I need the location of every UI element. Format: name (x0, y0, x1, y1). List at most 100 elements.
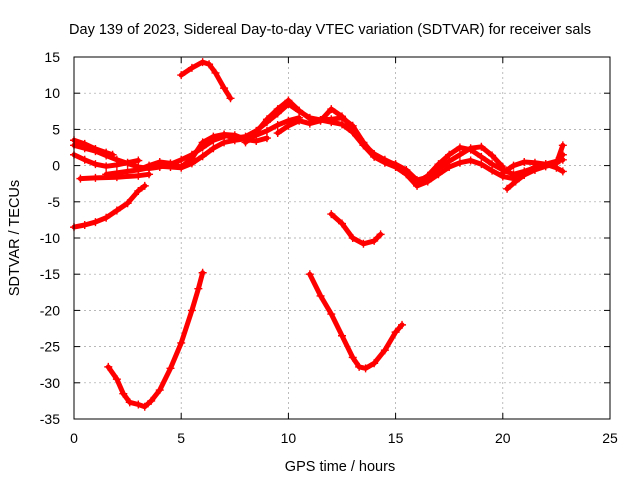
y-tick-label: -10 (40, 230, 60, 246)
data-point (295, 116, 304, 125)
data-point (295, 106, 304, 115)
data-point (220, 131, 229, 140)
data-point (541, 162, 550, 171)
y-tick-label: -15 (40, 266, 60, 282)
data-point (355, 362, 364, 371)
data-point (327, 310, 336, 319)
data-point (80, 155, 89, 164)
x-tick-label: 0 (70, 430, 78, 446)
data-point (91, 173, 100, 182)
data-point (338, 331, 346, 340)
data-point (380, 346, 389, 355)
data-series (70, 58, 567, 411)
data-point (284, 96, 293, 105)
data-point (102, 151, 111, 160)
data-point (252, 136, 261, 145)
data-point (445, 163, 454, 172)
data-point (434, 170, 443, 179)
data-point (252, 128, 261, 137)
data-point (370, 150, 379, 159)
data-point (102, 170, 111, 179)
data-point (380, 155, 389, 164)
data-point (370, 359, 379, 368)
data-point (76, 174, 85, 183)
data-point (391, 328, 400, 337)
data-point (226, 94, 235, 103)
data-point (166, 159, 175, 168)
data-point (413, 178, 422, 187)
data-point (509, 161, 518, 170)
data-point (187, 306, 196, 315)
data-point (123, 159, 132, 168)
data-point (520, 157, 529, 166)
data-point (348, 123, 357, 132)
series-line (105, 270, 206, 410)
y-tick-label: -5 (48, 194, 61, 210)
data-point (80, 220, 89, 229)
data-point (402, 168, 411, 177)
data-point (398, 320, 407, 329)
y-axis-label: SDTVAR / TECUs (7, 180, 23, 296)
data-point (147, 396, 156, 405)
data-point (123, 167, 132, 176)
data-point (91, 147, 100, 156)
data-point (359, 139, 368, 148)
data-point (177, 155, 186, 164)
series-line (328, 211, 384, 247)
data-point (520, 171, 529, 180)
data-point (102, 213, 111, 222)
data-point (155, 157, 164, 166)
data-point (187, 63, 196, 72)
data-point (455, 150, 464, 159)
data-point (348, 234, 357, 242)
data-point (434, 160, 443, 169)
data-point (91, 160, 100, 169)
series-line (71, 183, 148, 230)
data-point (466, 145, 475, 154)
data-point (102, 162, 111, 171)
data-point (230, 134, 239, 143)
data-point (177, 163, 186, 172)
data-point (466, 156, 475, 165)
data-point (391, 160, 400, 169)
data-point (370, 236, 379, 245)
series-track-4 (70, 181, 149, 232)
series-track-9 (104, 268, 207, 411)
data-point (488, 160, 497, 169)
data-point (80, 144, 89, 153)
data-point (140, 181, 149, 190)
data-point (177, 338, 186, 347)
data-point (327, 118, 336, 127)
data-point (455, 158, 464, 167)
data-point (305, 270, 314, 279)
data-point (209, 144, 218, 153)
data-point (503, 184, 512, 193)
data-point (211, 68, 220, 77)
data-point (119, 389, 128, 398)
data-point (209, 132, 218, 141)
data-point (145, 161, 154, 170)
data-point (511, 177, 520, 186)
data-point (220, 138, 229, 147)
data-point (445, 150, 454, 159)
data-point (284, 121, 293, 130)
series-track-16 (503, 141, 567, 193)
data-point (273, 105, 282, 114)
data-point (262, 115, 271, 124)
data-point (241, 138, 250, 147)
data-point (205, 60, 214, 69)
x-tick-label: 10 (281, 430, 297, 446)
data-point (338, 120, 346, 129)
data-point (338, 219, 346, 228)
y-tick-label: -30 (40, 375, 60, 391)
data-point (187, 154, 196, 163)
data-point (123, 199, 132, 208)
data-point (273, 121, 282, 130)
data-point (198, 268, 207, 277)
data-point (359, 239, 368, 248)
data-point (558, 167, 567, 176)
y-tick-label: 10 (44, 85, 60, 101)
x-tick-label: 25 (602, 430, 618, 446)
